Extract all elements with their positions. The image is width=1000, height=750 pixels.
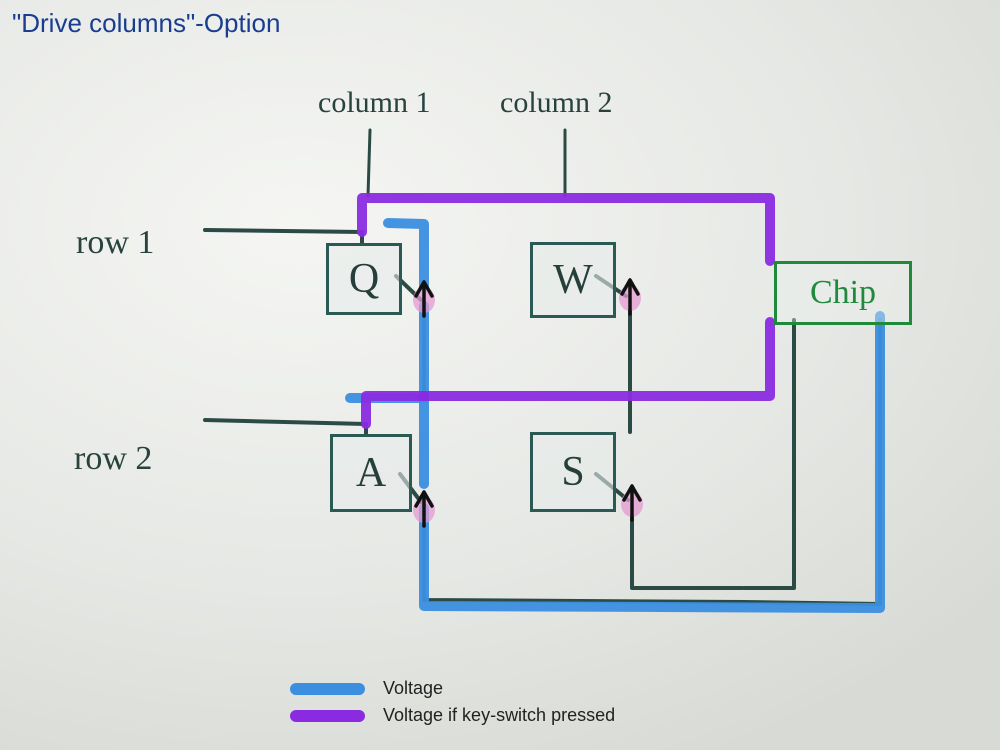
legend-voltage-row: Voltage [290,678,615,699]
legend-pressed-row: Voltage if key-switch pressed [290,705,615,726]
wiring-diagram [0,0,1000,750]
legend-pressed-label: Voltage if key-switch pressed [383,705,615,726]
legend-voltage-label: Voltage [383,678,443,699]
legend-pressed-swatch [290,710,365,722]
key-s-label: S [561,449,584,495]
legend: Voltage Voltage if key-switch pressed [290,678,615,732]
key-a-label: A [356,450,386,496]
key-w-label: W [553,257,593,303]
key-a: A [330,434,412,512]
chip-label: Chip [810,274,876,311]
legend-voltage-swatch [290,683,365,695]
key-q: Q [326,243,402,315]
chip-box: Chip [774,261,912,325]
key-q-label: Q [349,256,379,302]
key-w: W [530,242,616,318]
key-s: S [530,432,616,512]
